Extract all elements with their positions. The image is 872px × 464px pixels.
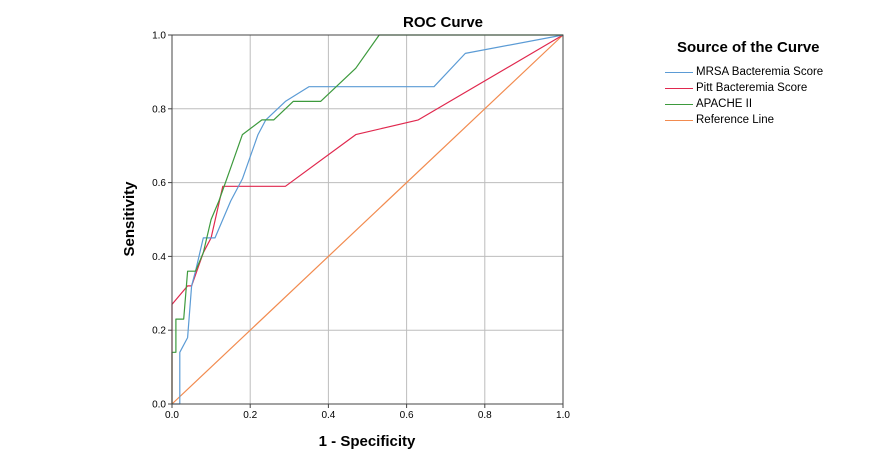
y-axis-label: Sensitivity — [121, 181, 138, 257]
legend-item-mrsa: MRSA Bacteremia Score — [665, 64, 823, 80]
legend-label-reference: Reference Line — [696, 114, 774, 126]
axis-ticks: 0.0 0.2 0.4 0.6 0.8 1.0 0.0 0.2 0.4 0.6 0.8 1.0 — [152, 31, 570, 422]
y-tick-label: 1.0 — [152, 31, 166, 42]
legend-swatch-apache — [665, 103, 693, 105]
series-line-mrsa-bacteremia-score — [172, 34, 564, 405]
legend-swatch-reference — [665, 119, 693, 121]
chart-title: ROC Curve — [403, 14, 483, 31]
x-tick-label: 0.6 — [400, 410, 414, 421]
series-line-reference-line — [171, 34, 564, 405]
y-tick-label: 0.6 — [152, 178, 166, 189]
legend-label-pitt: Pitt Bacteremia Score — [696, 82, 808, 94]
x-tick-label: 0.4 — [321, 410, 335, 421]
y-tick-label: 0.2 — [152, 326, 166, 337]
legend-swatch-mrsa — [665, 71, 693, 73]
legend-item-apache: APACHE II — [665, 96, 823, 112]
legend-label-apache: APACHE II — [696, 98, 753, 110]
y-tick-label: 0.4 — [152, 252, 166, 263]
legend-title: Source of the Curve — [677, 39, 820, 56]
legend-swatch-pitt — [665, 87, 693, 89]
legend-item-pitt: Pitt Bacteremia Score — [665, 80, 823, 96]
x-axis-label: 1 - Specificity — [319, 433, 416, 450]
y-tick-label: 0.8 — [152, 104, 166, 115]
y-tick-label: 0.0 — [152, 400, 166, 411]
plot-frame — [171, 34, 564, 405]
x-tick-label: 0.8 — [478, 410, 492, 421]
x-tick-label: 1.0 — [556, 410, 570, 421]
series-group — [171, 34, 564, 405]
legend-item-reference: Reference Line — [665, 112, 823, 128]
series-line-apache-ii — [171, 34, 563, 404]
legend-label-mrsa: MRSA Bacteremia Score — [696, 66, 824, 78]
legend: Source of the Curve MRSA Bacteremia Scor… — [665, 39, 823, 128]
x-tick-label: 0.0 — [165, 410, 179, 421]
x-tick-label: 0.2 — [243, 410, 257, 421]
